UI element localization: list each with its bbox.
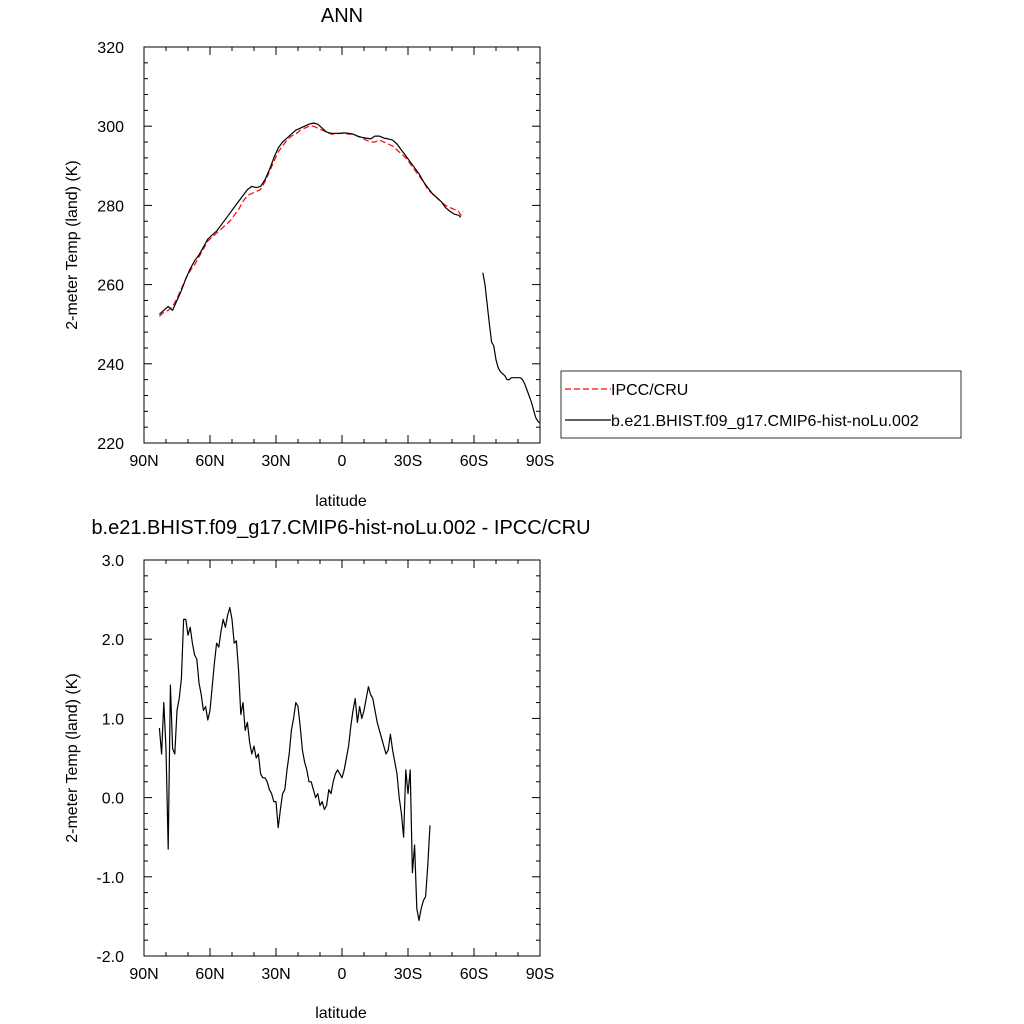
x-tick-label: 0 xyxy=(338,966,347,983)
y-tick-label: 2.0 xyxy=(102,632,124,649)
y-tick-label: 300 xyxy=(97,119,124,136)
y-tick-label: 280 xyxy=(97,198,124,215)
series-line-b-e21-bhist-f09-g17-cmip6-hist-nolu-002 xyxy=(158,122,462,315)
x-tick-label: 30S xyxy=(394,966,422,983)
temperature-panel: ANN latitude 2-meter Temp (land) (K) 90N… xyxy=(64,5,554,510)
difference-panel: b.e21.BHIST.f09_g17.CMIP6-hist-noLu.002 … xyxy=(64,517,591,1022)
chart-title: ANN xyxy=(321,5,363,27)
x-tick-label: 90N xyxy=(129,966,158,983)
plot-frame xyxy=(143,46,541,444)
y-tick-label: -1.0 xyxy=(96,870,124,887)
y-axis-label: 2-meter Temp (land) (K) xyxy=(64,673,81,843)
y-tick-label: 1.0 xyxy=(102,711,124,728)
legend-box xyxy=(560,370,962,439)
legend-entry-model: b.e21.BHIST.f09_g17.CMIP6-hist-noLu.002 xyxy=(611,413,919,430)
x-tick-label: 60N xyxy=(195,453,224,470)
series-line xyxy=(158,606,431,922)
legend-entry-ipcc-cru: IPCC/CRU xyxy=(611,382,688,399)
x-tick-label: 0 xyxy=(338,453,347,470)
y-tick-label: 3.0 xyxy=(102,553,124,570)
x-tick-label: 30S xyxy=(394,453,422,470)
y-axis-label: 2-meter Temp (land) (K) xyxy=(64,160,81,330)
x-axis-label: latitude xyxy=(315,493,367,510)
x-tick-label: 60S xyxy=(460,966,488,983)
series-line-ipcc-cru xyxy=(158,125,464,317)
x-tick-label: 30N xyxy=(261,453,290,470)
y-tick-label: 240 xyxy=(97,357,124,374)
y-tick-label: 260 xyxy=(97,278,124,295)
plot-frame xyxy=(143,559,541,957)
x-tick-label: 90N xyxy=(129,453,158,470)
y-tick-label: 0.0 xyxy=(102,791,124,808)
x-tick-label: 60N xyxy=(195,966,224,983)
legend: IPCC/CRU b.e21.BHIST.f09_g17.CMIP6-hist-… xyxy=(560,370,962,439)
y-tick-label: -2.0 xyxy=(96,949,124,966)
x-tick-label: 30N xyxy=(261,966,290,983)
y-tick-label: 320 xyxy=(97,40,124,57)
series-line-b-e21-bhist-f09-g17-cmip6-hist-nolu-002 xyxy=(482,272,541,424)
y-tick-label: 220 xyxy=(97,436,124,453)
x-tick-label: 90S xyxy=(526,966,554,983)
x-tick-label: 60S xyxy=(460,453,488,470)
x-axis-label: latitude xyxy=(315,1005,367,1022)
chart-title: b.e21.BHIST.f09_g17.CMIP6-hist-noLu.002 … xyxy=(91,517,590,539)
x-tick-label: 90S xyxy=(526,453,554,470)
